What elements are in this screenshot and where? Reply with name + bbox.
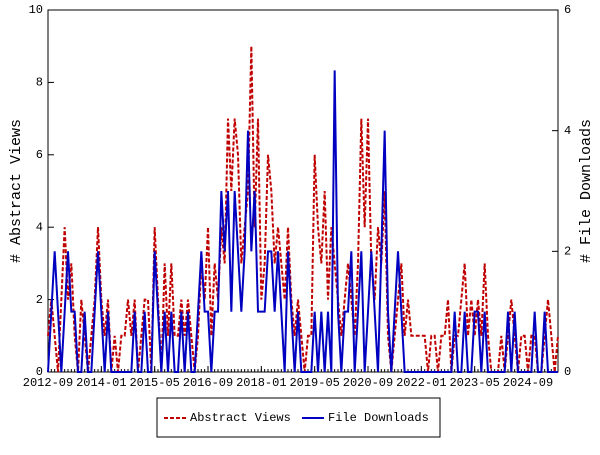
y-tick-label: 4 [36, 220, 43, 234]
x-tick-label: 2015-05 [129, 376, 179, 390]
y-tick-label: 2 [36, 293, 43, 307]
y2-axis-title: # File Downloads [578, 119, 595, 263]
y-tick-label: 0 [36, 365, 43, 379]
x-tick-label: 2018-01 [236, 376, 286, 390]
x-tick-label: 2024-09 [503, 376, 553, 390]
legend-label: Abstract Views [190, 411, 291, 425]
y-tick-label: 10 [29, 3, 43, 17]
x-tick-label: 2014-01 [76, 376, 126, 390]
y2-tick-label: 0 [564, 365, 571, 379]
legend-box [156, 397, 441, 438]
x-tick-label: 2016-09 [183, 376, 233, 390]
legend-label: File Downloads [328, 411, 429, 425]
x-tick-label: 2020-09 [343, 376, 393, 390]
y2-tick-label: 6 [564, 3, 571, 17]
y2-tick-label: 4 [564, 124, 571, 138]
series-line [47, 46, 559, 373]
x-tick-label: 2019-05 [289, 376, 339, 390]
x-tick-label: 2023-05 [449, 376, 499, 390]
x-tick-label: 2012-09 [23, 376, 73, 390]
y2-tick-label: 2 [564, 245, 571, 259]
y-tick-label: 6 [36, 148, 43, 162]
series-line [47, 70, 558, 373]
x-tick-label: 2022-01 [396, 376, 446, 390]
y-axis-title: # Abstract Views [8, 119, 25, 263]
y-tick-label: 8 [36, 76, 43, 90]
